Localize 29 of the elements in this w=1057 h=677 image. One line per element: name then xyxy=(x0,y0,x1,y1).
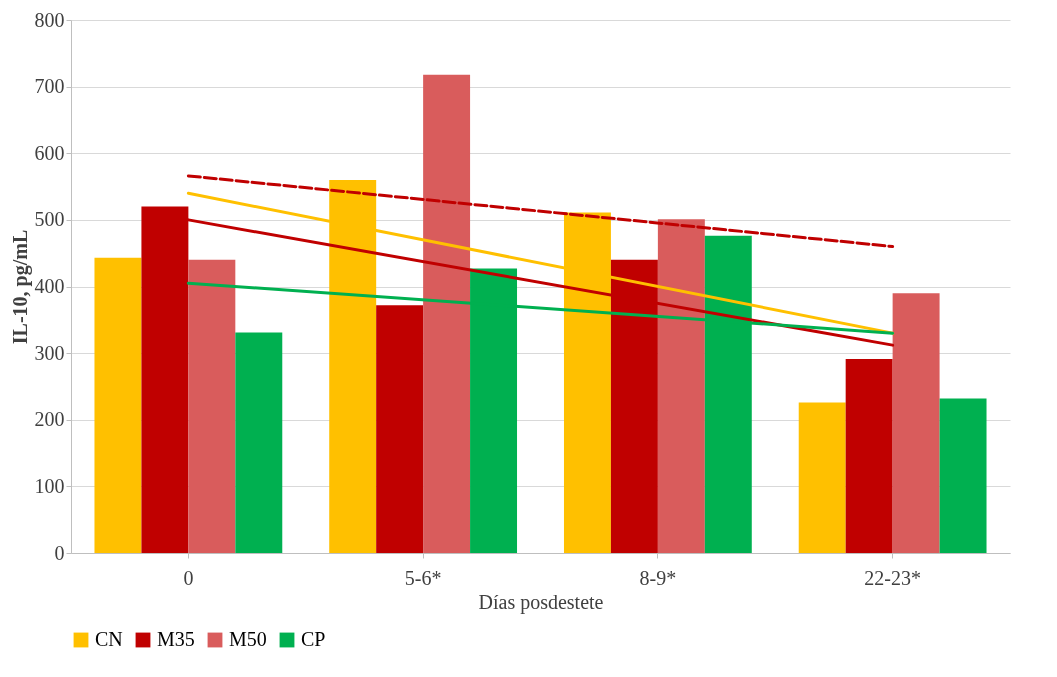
y-axis-title: IL-10, pg/mL xyxy=(8,229,32,345)
y-tick-label: 0 xyxy=(54,541,65,564)
x-axis-title: Días posdestete xyxy=(478,590,604,614)
x-tick-label: 8-9* xyxy=(639,566,677,589)
bar xyxy=(188,259,236,553)
y-tick-label: 200 xyxy=(34,408,65,431)
y-tick-label: 500 xyxy=(34,208,65,231)
y-tick-label: 800 xyxy=(34,8,65,31)
x-tick-label: 5-6* xyxy=(404,566,442,589)
x-tick-label: 22-23* xyxy=(864,566,921,589)
legend-label: CP xyxy=(301,628,326,650)
bar xyxy=(939,398,987,553)
bar xyxy=(94,257,142,553)
y-tick-label: 100 xyxy=(34,474,65,497)
legend-label: M50 xyxy=(229,628,267,650)
legend-label: M35 xyxy=(157,628,195,650)
bar xyxy=(657,219,705,553)
bar xyxy=(798,402,846,553)
bar xyxy=(845,359,893,553)
y-tick-label: 300 xyxy=(34,341,65,364)
y-tick-label: 600 xyxy=(34,141,65,164)
x-tick-label: 0 xyxy=(183,566,194,589)
legend-label: CN xyxy=(95,628,123,650)
bar xyxy=(423,74,471,553)
y-tick-label: 400 xyxy=(34,275,65,297)
bar xyxy=(376,305,424,553)
bar xyxy=(892,293,940,553)
y-tick-label: 700 xyxy=(34,75,65,98)
bar xyxy=(235,332,283,553)
